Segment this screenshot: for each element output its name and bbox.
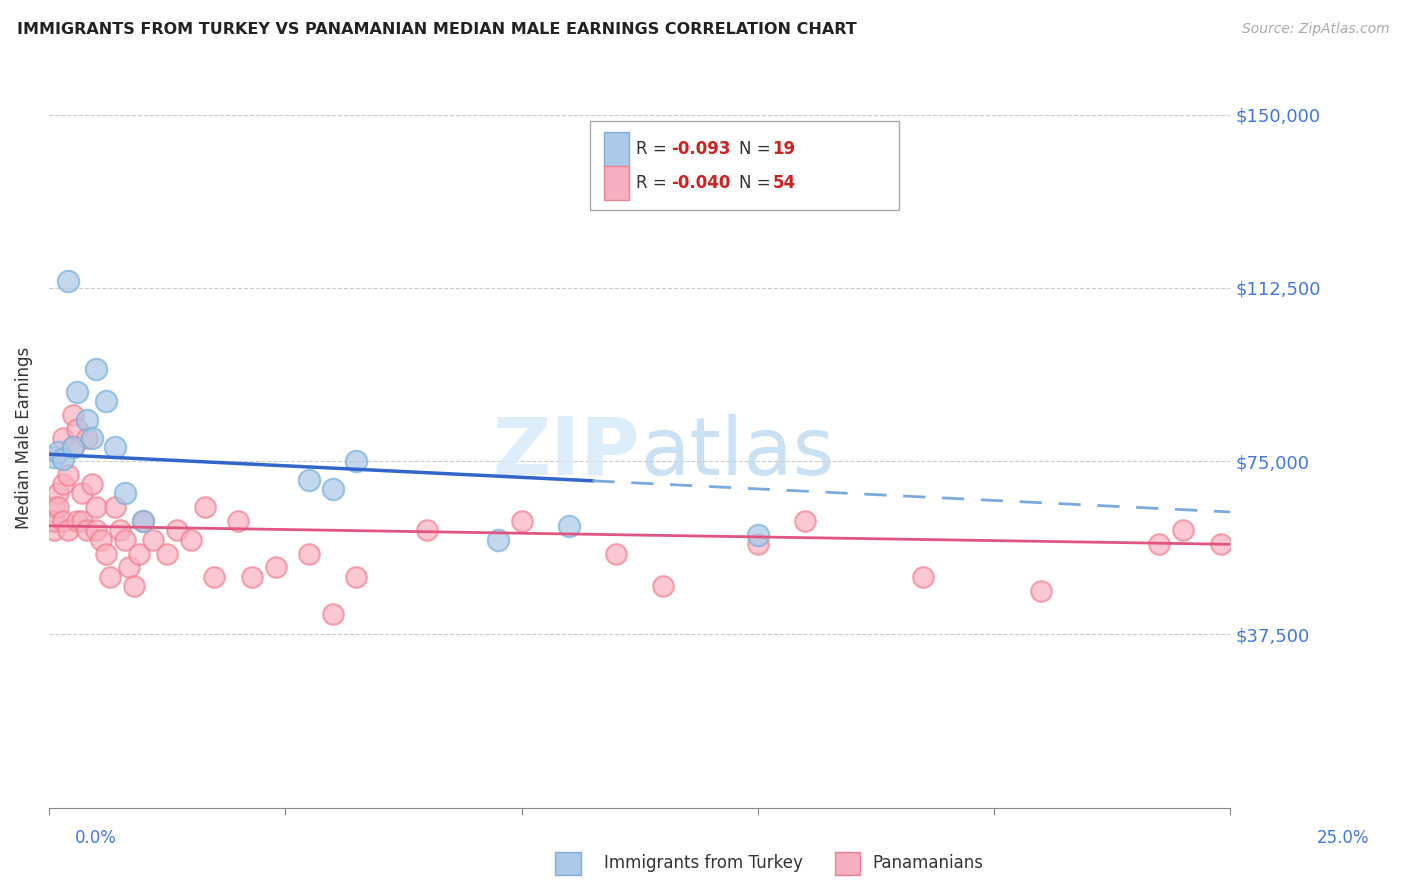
Point xyxy=(558,519,581,533)
Point xyxy=(80,477,103,491)
Point xyxy=(42,524,65,538)
Point xyxy=(240,569,263,583)
Point xyxy=(298,473,321,487)
Text: -0.040: -0.040 xyxy=(672,174,731,193)
Point xyxy=(321,482,343,496)
Point xyxy=(166,524,188,538)
Text: 54: 54 xyxy=(773,174,796,193)
Point xyxy=(66,384,89,399)
Point xyxy=(128,547,150,561)
Point xyxy=(70,514,93,528)
Point xyxy=(510,514,533,528)
Point xyxy=(321,607,343,621)
Point xyxy=(142,533,165,547)
Text: 19: 19 xyxy=(773,140,796,159)
Text: N =: N = xyxy=(740,140,776,159)
Text: atlas: atlas xyxy=(640,414,834,491)
Point xyxy=(486,533,509,547)
Point xyxy=(298,547,321,561)
Point xyxy=(52,431,75,445)
Point xyxy=(62,440,84,454)
Point xyxy=(56,468,79,483)
Point xyxy=(84,500,107,515)
Point xyxy=(42,450,65,464)
Point xyxy=(132,514,155,528)
Point xyxy=(180,533,202,547)
Point xyxy=(52,514,75,528)
Point xyxy=(94,547,117,561)
Text: Source: ZipAtlas.com: Source: ZipAtlas.com xyxy=(1241,22,1389,37)
Point xyxy=(912,569,935,583)
Text: Immigrants from Turkey: Immigrants from Turkey xyxy=(603,855,803,872)
Text: R =: R = xyxy=(637,174,672,193)
Point xyxy=(80,431,103,445)
Point xyxy=(652,579,675,593)
Point xyxy=(747,537,769,551)
Point xyxy=(264,560,287,574)
Point xyxy=(114,533,136,547)
Point xyxy=(1031,583,1053,598)
Point xyxy=(90,533,112,547)
Point xyxy=(194,500,217,515)
Point xyxy=(104,500,127,515)
Point xyxy=(104,440,127,454)
Point xyxy=(62,440,84,454)
Text: 0.0%: 0.0% xyxy=(75,829,117,847)
Point xyxy=(48,486,70,500)
Point xyxy=(108,524,131,538)
Point xyxy=(84,524,107,538)
Point xyxy=(605,547,627,561)
Point xyxy=(794,514,817,528)
Point xyxy=(94,394,117,409)
Point xyxy=(416,524,439,538)
Point xyxy=(118,560,141,574)
Point xyxy=(66,422,89,436)
Point xyxy=(156,547,179,561)
Text: ZIP: ZIP xyxy=(492,414,640,491)
Text: Panamanians: Panamanians xyxy=(873,855,983,872)
Point xyxy=(76,524,98,538)
Point xyxy=(56,274,79,288)
Text: -0.093: -0.093 xyxy=(672,140,731,159)
Point xyxy=(48,500,70,515)
Point xyxy=(56,524,79,538)
Point xyxy=(52,477,75,491)
Point xyxy=(42,500,65,515)
Y-axis label: Median Male Earnings: Median Male Earnings xyxy=(15,347,32,529)
Point xyxy=(344,569,367,583)
Point xyxy=(1209,537,1232,551)
Point xyxy=(48,445,70,459)
Text: IMMIGRANTS FROM TURKEY VS PANAMANIAN MEDIAN MALE EARNINGS CORRELATION CHART: IMMIGRANTS FROM TURKEY VS PANAMANIAN MED… xyxy=(17,22,856,37)
Point xyxy=(52,451,75,466)
Text: 25.0%: 25.0% xyxy=(1316,829,1369,847)
Point xyxy=(1171,524,1194,538)
Point xyxy=(132,514,155,528)
Point xyxy=(76,412,98,426)
Point xyxy=(84,361,107,376)
Point xyxy=(76,431,98,445)
Point xyxy=(344,454,367,468)
Point xyxy=(62,408,84,422)
Point xyxy=(66,514,89,528)
Point xyxy=(42,514,65,528)
Point xyxy=(114,486,136,500)
Point xyxy=(747,528,769,542)
Point xyxy=(202,569,225,583)
Point xyxy=(100,569,122,583)
Text: N =: N = xyxy=(740,174,776,193)
Point xyxy=(70,486,93,500)
Point xyxy=(1149,537,1171,551)
Text: R =: R = xyxy=(637,140,672,159)
Point xyxy=(226,514,249,528)
Point xyxy=(122,579,145,593)
